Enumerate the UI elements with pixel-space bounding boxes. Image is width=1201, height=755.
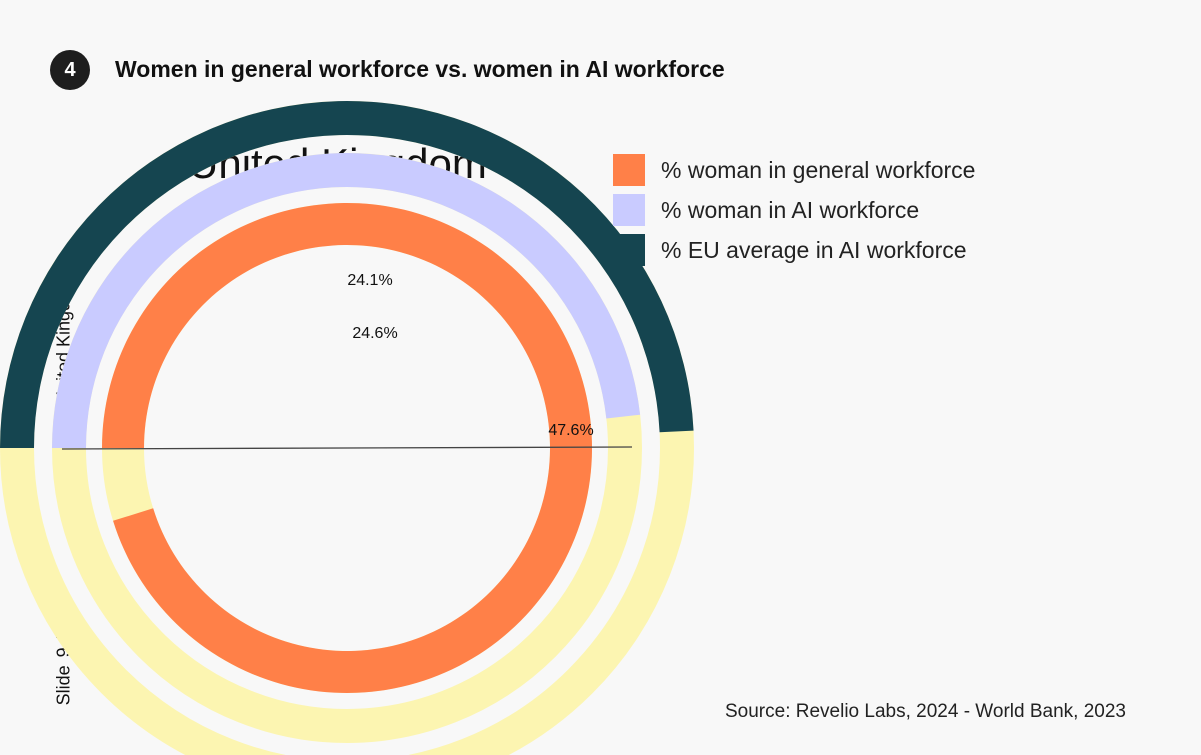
- legend-label-general-workforce: % woman in general workforce: [661, 156, 976, 183]
- legend-swatch-ai-workforce: [613, 194, 645, 226]
- section-number-badge: 4: [50, 50, 90, 90]
- legend-item-general-workforce: % woman in general workforce: [613, 150, 975, 190]
- legend-item-eu-average: % EU average in AI workforce: [613, 230, 975, 270]
- legend-swatch-eu-average: [613, 234, 645, 266]
- slide-heading: Women in general workforce vs. women in …: [115, 56, 725, 82]
- baseline-line: [61, 446, 633, 450]
- chart-legend: % woman in general workforce % woman in …: [613, 150, 975, 270]
- legend-label-ai-workforce: % woman in AI workforce: [661, 196, 920, 223]
- data-label-general-workforce: 47.6%: [548, 422, 593, 439]
- legend-swatch-general-workforce: [613, 154, 645, 186]
- data-label-ai-workforce: 24.1%: [347, 272, 392, 289]
- data-label-eu-average: 24.6%: [352, 325, 397, 342]
- section-number: 4: [64, 58, 76, 81]
- legend-item-ai-workforce: % woman in AI workforce: [613, 190, 975, 230]
- legend-label-eu-average: % EU average in AI workforce: [661, 236, 967, 263]
- source-note: Source: Revelio Labs, 2024 - World Bank,…: [725, 701, 1126, 722]
- slice-ai-workforce: [52, 153, 641, 448]
